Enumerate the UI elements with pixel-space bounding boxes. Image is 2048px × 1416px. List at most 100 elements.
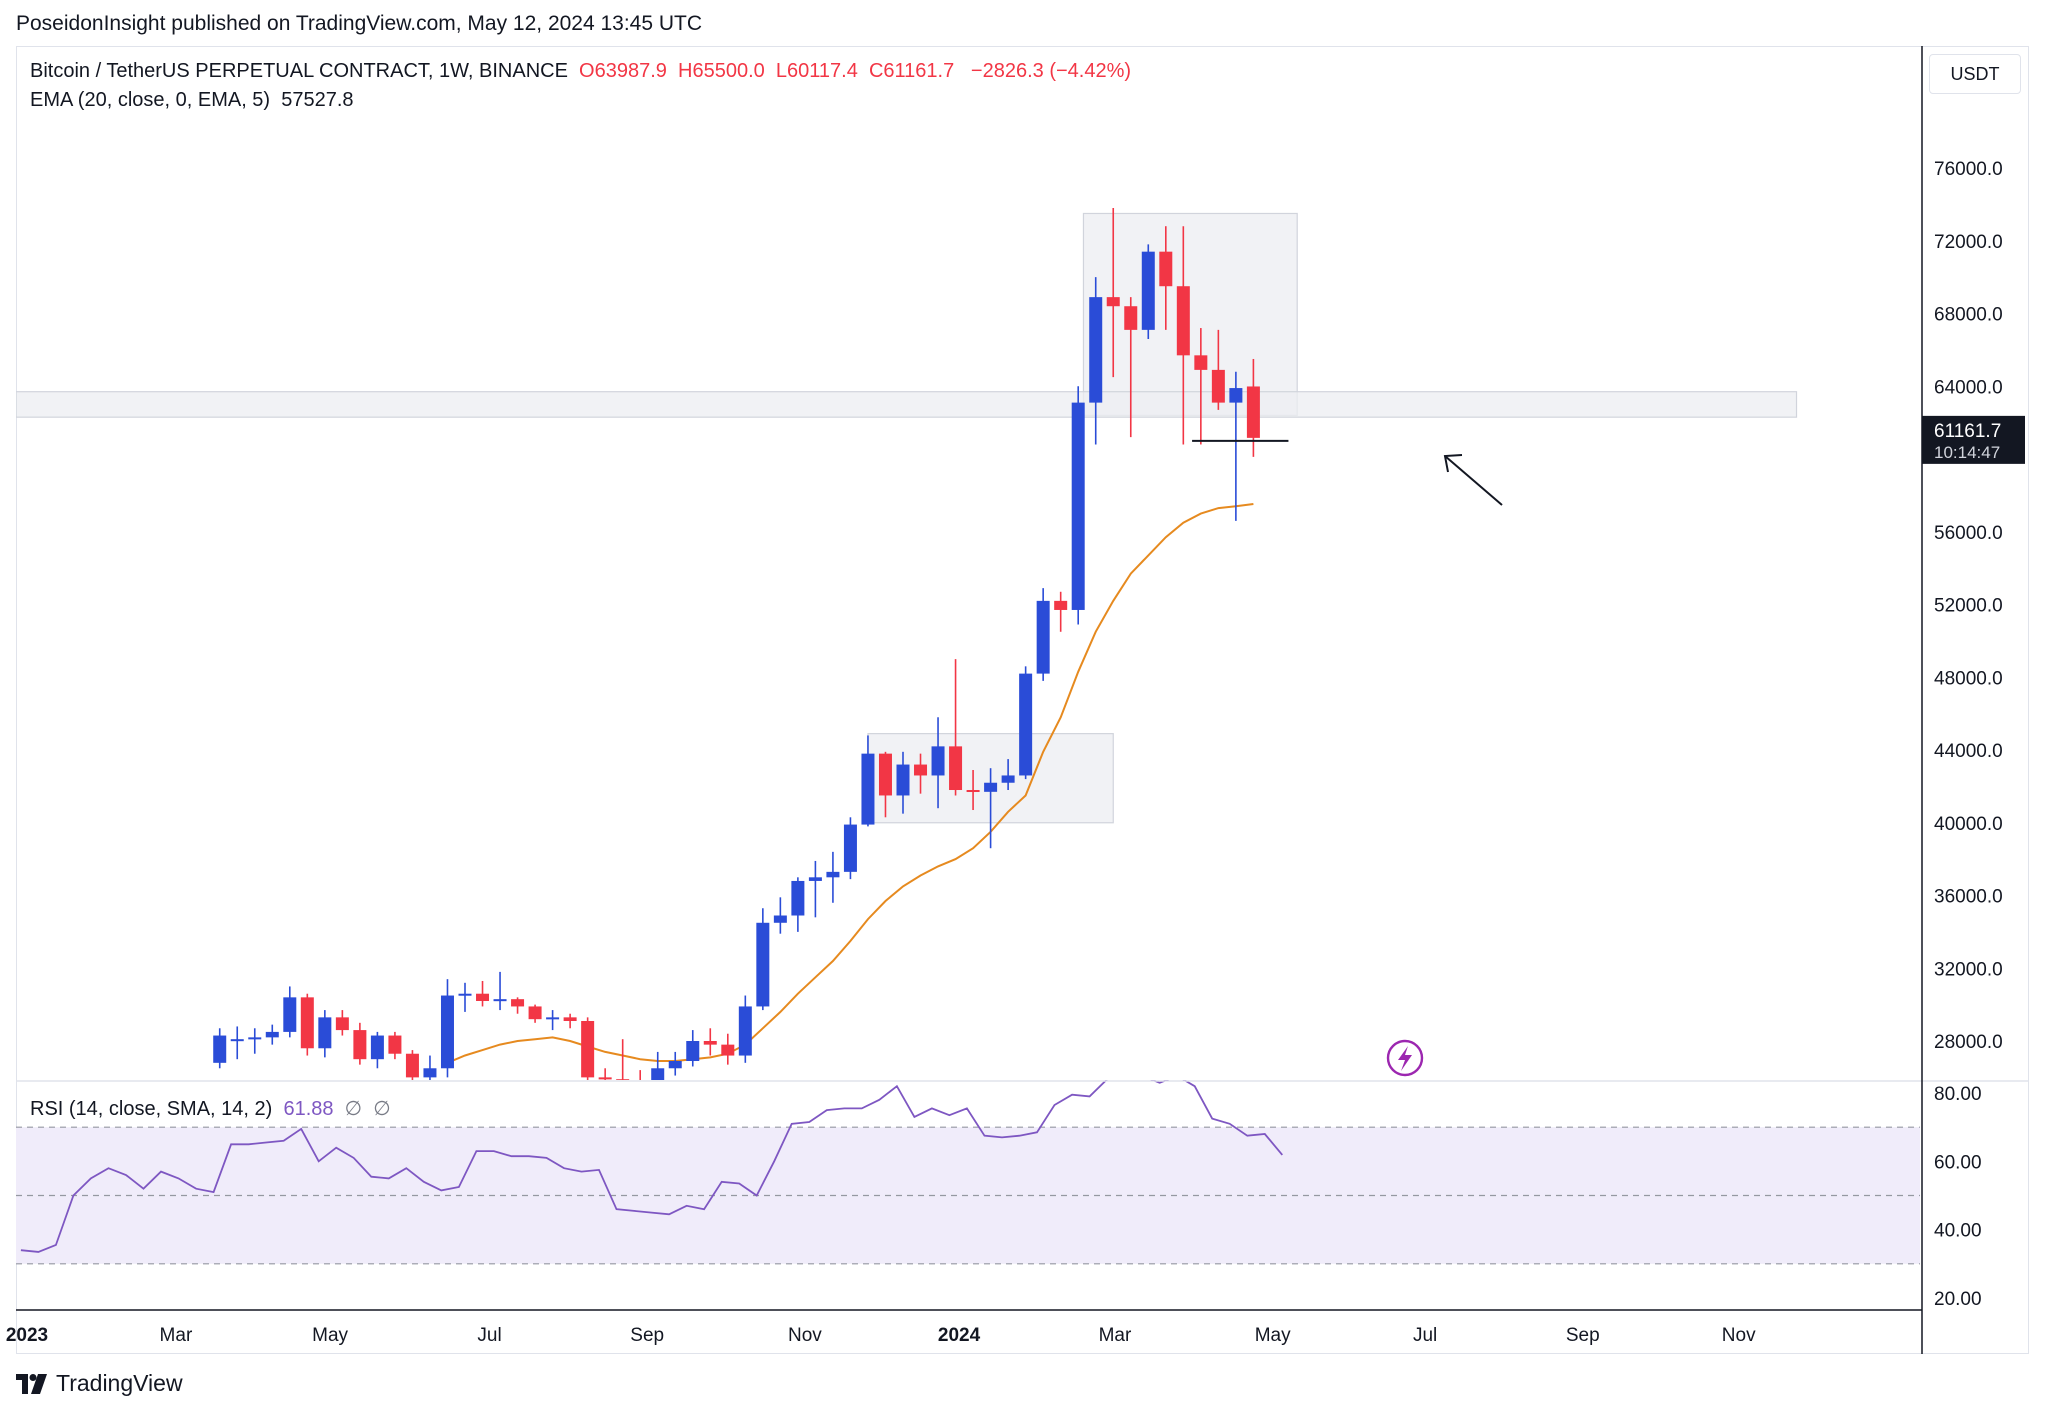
rsi-value: 61.88 — [283, 1098, 334, 1120]
axes-layer: 28000.0 32000.0 36000.0 40000.0 44000.0 48000… — [6, 46, 2029, 1354]
chart-frame — [16, 46, 2029, 1354]
candle-body — [616, 1079, 630, 1080]
candle-body — [458, 993, 472, 996]
lightning-bolt — [1398, 1046, 1412, 1071]
currency-button[interactable]: USDT — [1929, 54, 2021, 94]
rsi-tick-label: 20.00 — [1934, 1289, 1982, 1310]
candle-body — [984, 782, 998, 792]
symbol-name: Bitcoin / TetherUS PERPETUAL CONTRACT, 1… — [30, 60, 568, 82]
candle-body — [440, 995, 454, 1069]
annotation-layer — [1192, 439, 1503, 1077]
candle-body — [896, 764, 910, 796]
time-tick-label: May — [1255, 1325, 1291, 1346]
symbol-legend: Bitcoin / TetherUS PERPETUAL CONTRACT, 1… — [30, 60, 1131, 83]
price-tag-price: 61161.7 — [1934, 421, 2001, 442]
candle-body — [1054, 600, 1068, 610]
candle-body — [563, 1017, 577, 1021]
price-tag-box — [1922, 415, 2025, 464]
rsi-line — [20, 1080, 1283, 1253]
rsi-tick-label: 40.00 — [1934, 1221, 1982, 1242]
candle-body — [370, 1035, 384, 1060]
candle-body — [300, 997, 314, 1049]
ohlc-open: O63987.9 — [579, 60, 667, 82]
candle-body — [511, 999, 525, 1007]
ohlc-high: H65500.0 — [678, 60, 765, 82]
price-tick-label: 32000.0 — [1934, 959, 2003, 980]
candle-body — [1001, 775, 1015, 783]
candle-body — [931, 746, 945, 776]
candle-body — [861, 753, 875, 825]
price-tick-label: 28000.0 — [1934, 1032, 2003, 1053]
zone-rect-0 — [1082, 212, 1298, 416]
price-tick-label: 76000.0 — [1934, 159, 2003, 180]
rsi-na-1: ∅ — [344, 1098, 363, 1120]
candle-body — [405, 1053, 419, 1078]
rsi-layer — [16, 1080, 1920, 1265]
time-tick-label: Jul — [1413, 1325, 1437, 1346]
rsi-legend[interactable]: RSI (14, close, SMA, 14, 2) 61.88 ∅ ∅ — [30, 1096, 391, 1121]
candle-body — [1229, 388, 1243, 403]
price-tick-label: 44000.0 — [1934, 741, 2003, 762]
rsi-tick-label: 60.00 — [1934, 1152, 1982, 1173]
candle-body — [1036, 600, 1050, 674]
candle-body — [703, 1041, 717, 1045]
candle-body — [651, 1068, 665, 1080]
brand-name: TradingView — [56, 1370, 183, 1396]
candle-body — [230, 1039, 244, 1042]
candle-body — [265, 1031, 279, 1038]
candle-body — [808, 877, 822, 881]
candle-body — [1211, 369, 1225, 403]
candle-body — [1089, 297, 1103, 403]
candle-body — [738, 1006, 752, 1056]
candle-body — [213, 1035, 227, 1063]
candle-body — [878, 753, 892, 796]
candle-body — [1246, 386, 1260, 438]
time-tick-label: Mar — [1099, 1325, 1132, 1346]
candle-body — [283, 997, 297, 1032]
time-tick-label: Nov — [1722, 1325, 1756, 1346]
candle-body — [966, 790, 980, 793]
rsi-na-2: ∅ — [373, 1098, 391, 1120]
time-tick-label: May — [312, 1325, 348, 1346]
candle-body — [773, 915, 787, 923]
time-tick-label: Nov — [788, 1325, 822, 1346]
rsi-label: RSI (14, close, SMA, 14, 2) — [30, 1098, 273, 1120]
candle-body — [686, 1041, 700, 1062]
candle-body — [546, 1017, 560, 1020]
zone-rect-2 — [16, 391, 1798, 418]
time-tick-label: Jul — [477, 1325, 501, 1346]
candle-body — [493, 999, 507, 1002]
ohlc-close: C61161.7 — [868, 60, 955, 82]
candle-body — [581, 1020, 595, 1078]
time-tick-label: Sep — [630, 1325, 664, 1346]
time-tick-label: Sep — [1566, 1325, 1600, 1346]
time-tick-label: 2023 — [6, 1325, 48, 1346]
price-tag-countdown: 10:14:47 — [1934, 443, 2000, 462]
candle-body — [353, 1030, 367, 1060]
candle-body — [914, 764, 928, 776]
tradingview-logo-icon — [16, 1373, 47, 1394]
price-tick-label: 40000.0 — [1934, 814, 2003, 835]
candle-body — [476, 993, 490, 1001]
zones-layer — [16, 212, 1798, 824]
candle-body — [318, 1017, 332, 1049]
candle-body — [598, 1077, 612, 1080]
candle-body — [1141, 251, 1155, 330]
rsi-tick-label: 80.00 — [1934, 1084, 1982, 1105]
arrow-head — [1443, 454, 1463, 473]
candle-body — [335, 1017, 349, 1031]
candle-body — [668, 1061, 682, 1069]
candle-body — [1159, 251, 1173, 287]
ema-legend[interactable]: EMA (20, close, 0, EMA, 5) 57527.8 — [30, 89, 354, 112]
candle-body — [1106, 297, 1120, 307]
tradingview-logo[interactable]: TradingView — [16, 1370, 183, 1397]
candle-body — [949, 746, 963, 791]
candle-body — [791, 880, 805, 916]
price-tick-label: 36000.0 — [1934, 887, 2003, 908]
price-tick-label: 72000.0 — [1934, 232, 2003, 253]
candle-body — [1019, 673, 1033, 776]
time-tick-label: Mar — [160, 1325, 193, 1346]
ohlc-change: −2826.3 (−4.42%) — [970, 60, 1132, 82]
time-tick-label: 2024 — [938, 1325, 981, 1346]
